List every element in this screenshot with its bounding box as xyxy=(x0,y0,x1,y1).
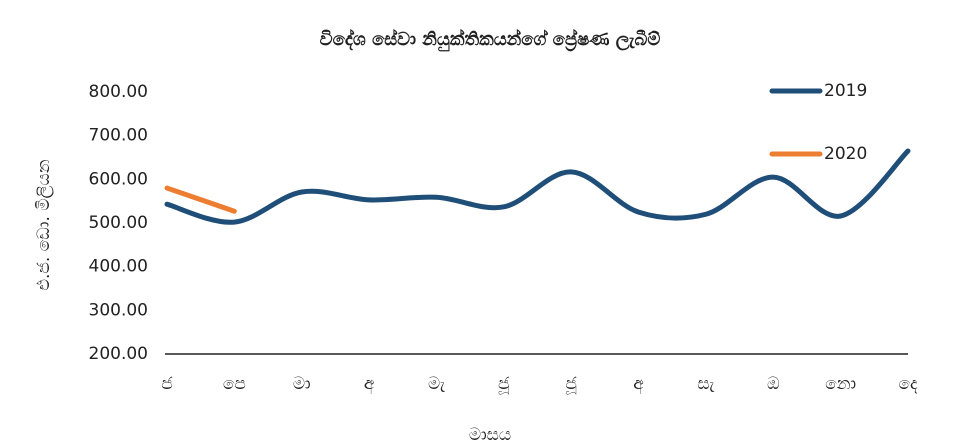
x-tick-label: ඔ xyxy=(767,374,780,394)
y-tick-label: 700.00 xyxy=(89,126,148,146)
x-tick-label: සැ xyxy=(697,374,714,394)
x-tick-label: ජූ xyxy=(565,374,577,394)
legend-label: 2019 xyxy=(824,81,867,101)
y-tick-label: 300.00 xyxy=(89,300,148,320)
series-line xyxy=(164,185,237,214)
chart-title: විදේශ සේවා නියුක්තිකයන්ගේ ප්‍රේෂණ ලැබීම් xyxy=(320,28,661,52)
x-tick-label: ජ xyxy=(161,374,173,394)
x-tick-label: නො xyxy=(825,374,856,394)
x-tick-label: ජූ xyxy=(498,374,510,394)
legend-label: 2020 xyxy=(824,144,867,164)
x-tick-label: පෙ xyxy=(223,374,246,394)
x-tick-label: අ xyxy=(364,374,374,395)
y-tick-label: 200.00 xyxy=(89,344,148,364)
x-axis-label: මාසය xyxy=(469,425,511,445)
x-tick-label: මා xyxy=(293,374,311,394)
y-tick-label: 400.00 xyxy=(89,257,148,277)
y-tick-label: 800.00 xyxy=(89,82,148,102)
x-tick-label: අ xyxy=(633,374,643,395)
y-axis-label: එ.ජ. ඩො. මිලියන xyxy=(34,159,54,290)
y-tick-label: 500.00 xyxy=(89,213,148,233)
series-line xyxy=(164,148,911,225)
x-tick-label: දෙ xyxy=(898,374,918,394)
x-tick-label: මැ xyxy=(428,374,445,394)
y-tick-label: 600.00 xyxy=(89,169,148,189)
